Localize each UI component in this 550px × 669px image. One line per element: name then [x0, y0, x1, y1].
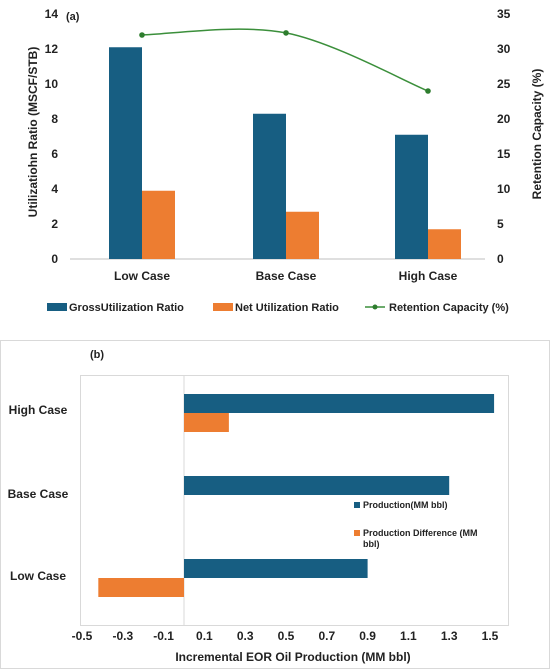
- panel-b-x-tick-9: 1.3: [441, 629, 458, 643]
- panel-a-legend: GrossUtilization Ratio Net Utilization R…: [47, 302, 509, 314]
- legend-label-production-difference-line2: bbl): [363, 539, 380, 549]
- panel-a-left-tick-2: 4: [51, 182, 58, 196]
- panel-a-right-tick-6: 30: [497, 42, 511, 56]
- panel-a-y-axis-label: Utilizatiohn Ratio (MSCF/STB): [26, 47, 40, 218]
- bar-net-utilization-ratio-low-case: [142, 190, 175, 259]
- legend-swatch-gross: [47, 303, 67, 311]
- hbar-production-mm-bbl-low-case: [184, 559, 368, 578]
- legend-label-production-difference: Production Difference (MM bbl): [363, 528, 480, 549]
- legend-label-production: Production(MM bbl): [363, 500, 447, 510]
- panel-b-x-tick-3: 0.1: [196, 629, 213, 643]
- panel-a-right-tick-4: 20: [497, 112, 511, 126]
- legend-swatch-net: [213, 303, 233, 311]
- panel-b-category-high-case: High Case: [9, 403, 68, 417]
- panel-a-left-tick-6: 12: [45, 42, 59, 56]
- legend-label-net: Net Utilization Ratio: [235, 302, 339, 314]
- panel-a-y2-axis-label: Retention Capacity (%): [530, 69, 544, 200]
- panel-a-left-tick-4: 8: [51, 112, 58, 126]
- panel-b-x-tick-7: 0.9: [359, 629, 376, 643]
- panel-a-right-tick-7: 35: [497, 7, 511, 21]
- legend-label-production-difference-line1: Production Difference (MM: [363, 528, 478, 538]
- panel-a-bars: [109, 47, 461, 259]
- panel-a-category-low-case: Low Case: [114, 269, 170, 283]
- panel-a: (a) 0 2 4 6 8 10 12 14 0 5 10 15 20 25 30 35 Low Case B…: [26, 7, 544, 314]
- panel-a-label: (a): [66, 11, 80, 23]
- panel-a-left-tick-3: 6: [51, 147, 58, 161]
- bar-net-utilization-ratio-base-case: [286, 211, 319, 259]
- panel-b-x-tick-10: 1.5: [482, 629, 499, 643]
- panel-b-x-tick-1: -0.3: [112, 629, 133, 643]
- panel-b-plot-area: [80, 375, 509, 626]
- panel-a-right-ticks: 0 5 10 15 20 25 30 35: [497, 7, 511, 266]
- panel-b-x-ticks: -0.5 -0.3 -0.1 0.1 0.3 0.5 0.7 0.9 1.1 1.3 1.5: [72, 629, 499, 643]
- panel-a-right-tick-0: 0: [497, 252, 504, 266]
- bar-grossutilization-ratio-high-case: [395, 134, 428, 259]
- panel-b-x-tick-6: 0.7: [318, 629, 335, 643]
- panel-b-x-tick-0: -0.5: [72, 629, 93, 643]
- panel-a-right-tick-1: 5: [497, 217, 504, 231]
- legend-swatch-production-difference: [354, 530, 360, 536]
- hbar-production-difference-mm-bbl-low-case: [98, 578, 184, 597]
- point-retention-capacity-high-case: [425, 88, 431, 94]
- panel-b-x-tick-8: 1.1: [400, 629, 417, 643]
- legend-swatch-production: [354, 502, 360, 508]
- hbar-production-difference-mm-bbl-high-case: [184, 413, 229, 432]
- panel-a-right-tick-3: 15: [497, 147, 511, 161]
- panel-b-label: (b): [90, 349, 104, 361]
- panel-a-right-tick-2: 10: [497, 182, 511, 196]
- legend-label-gross: GrossUtilization Ratio: [69, 302, 184, 314]
- point-retention-capacity-low-case: [139, 32, 145, 38]
- panel-a-left-tick-5: 10: [45, 77, 59, 91]
- panel-a-category-labels: Low Case Base Case High Case: [114, 269, 458, 283]
- panel-b-x-tick-5: 0.5: [278, 629, 295, 643]
- panel-b-x-axis-label: Incremental EOR Oil Production (MM bbl): [175, 650, 410, 664]
- panel-a-category-high-case: High Case: [399, 269, 458, 283]
- panel-a-right-tick-5: 25: [497, 77, 511, 91]
- line-retention-capacity: [141, 28, 429, 92]
- panel-a-left-tick-7: 14: [45, 7, 59, 21]
- legend-label-retention: Retention Capacity (%): [389, 302, 509, 314]
- bar-net-utilization-ratio-high-case: [428, 229, 461, 259]
- panel-b-bars: [98, 394, 495, 597]
- panel-b-category-base-case: Base Case: [8, 487, 69, 501]
- panel-b-category-labels: High Case Base Case Low Case: [8, 403, 69, 583]
- hbar-production-mm-bbl-high-case: [184, 394, 495, 413]
- point-retention-capacity-base-case: [283, 30, 289, 36]
- legend-marker-retention: [372, 304, 378, 310]
- panel-b-frame: [0, 340, 550, 669]
- panel-b-legend: Production(MM bbl) Production Difference…: [354, 500, 480, 549]
- panel-a-category-base-case: Base Case: [256, 269, 317, 283]
- hbar-production-mm-bbl-base-case: [184, 476, 450, 495]
- panel-a-left-tick-1: 2: [51, 217, 58, 231]
- panel-a-left-ticks: 0 2 4 6 8 10 12 14: [45, 7, 59, 266]
- panel-a-line-series: [139, 28, 431, 94]
- panel-b-x-tick-4: 0.3: [237, 629, 254, 643]
- panel-b-category-low-case: Low Case: [10, 569, 66, 583]
- bar-grossutilization-ratio-base-case: [253, 113, 286, 259]
- panel-b-x-tick-2: -0.1: [153, 629, 174, 643]
- panel-a-left-tick-0: 0: [51, 252, 58, 266]
- bar-grossutilization-ratio-low-case: [109, 47, 142, 259]
